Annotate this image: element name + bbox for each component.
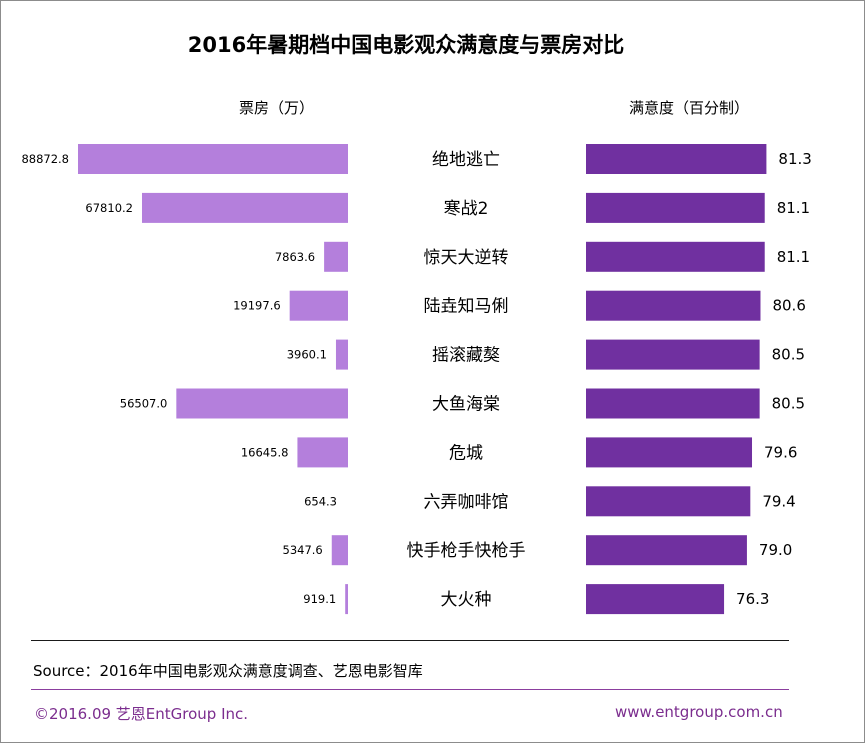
satisfaction-bar bbox=[586, 192, 765, 223]
copyright-text: ©2016.09 艺恩EntGroup Inc. bbox=[34, 705, 249, 723]
source-divider bbox=[31, 640, 789, 641]
chart-title: 2016年暑期档中国电影观众满意度与票房对比 bbox=[187, 33, 625, 57]
box-office-bar bbox=[297, 437, 348, 468]
box-office-value-label: 19197.6 bbox=[233, 299, 281, 313]
movie-name-label: 惊天大逆转 bbox=[424, 248, 509, 268]
satisfaction-bar bbox=[586, 388, 760, 419]
movie-name-label: 大火种 bbox=[441, 590, 492, 610]
movie-name-label: 摇滚藏獒 bbox=[432, 346, 500, 366]
satisfaction-header: 满意度（百分制） bbox=[629, 99, 750, 117]
box-office-bar bbox=[141, 192, 348, 223]
satisfaction-bar bbox=[586, 144, 767, 174]
box-office-value-label: 56507.0 bbox=[120, 397, 168, 411]
satisfaction-value-label: 81.1 bbox=[777, 199, 810, 217]
box-office-bar bbox=[176, 388, 348, 419]
box-office-bar bbox=[331, 535, 348, 566]
movie-name-label: 大鱼海棠 bbox=[432, 395, 500, 415]
movie-name-label: 危城 bbox=[449, 443, 483, 463]
box-office-bar bbox=[78, 144, 348, 174]
footer-divider bbox=[31, 689, 789, 690]
movie-name-label: 寒战2 bbox=[444, 199, 489, 219]
satisfaction-bar bbox=[586, 339, 760, 370]
box-office-value-label: 654.3 bbox=[304, 494, 337, 508]
box-office-value-label: 5347.6 bbox=[283, 543, 323, 557]
satisfaction-value-label: 80.5 bbox=[772, 346, 805, 364]
box-office-value-label: 7863.6 bbox=[275, 250, 315, 264]
satisfaction-value-label: 79.4 bbox=[762, 492, 795, 510]
movie-name-label: 六弄咖啡馆 bbox=[424, 492, 509, 512]
satisfaction-bar bbox=[586, 437, 753, 468]
box-office-bar bbox=[335, 339, 348, 370]
box-office-value-label: 67810.2 bbox=[85, 201, 133, 215]
box-office-value-label: 3960.1 bbox=[287, 348, 327, 362]
box-office-header: 票房（万） bbox=[239, 99, 315, 117]
satisfaction-bar bbox=[586, 535, 747, 566]
satisfaction-value-label: 80.6 bbox=[772, 297, 805, 315]
satisfaction-bar bbox=[586, 241, 765, 272]
satisfaction-value-label: 79.0 bbox=[759, 541, 792, 559]
satisfaction-bar bbox=[586, 486, 751, 517]
movie-name-label: 陆垚知马俐 bbox=[424, 297, 509, 317]
satisfaction-bar bbox=[586, 584, 725, 615]
website-link[interactable]: www.entgroup.com.cn bbox=[615, 703, 783, 721]
butterfly-bar-chart: 88872.8 绝地逃亡 81.3 67810.2 寒战2 81.1 7863.6 惊天大逆转… bbox=[21, 144, 812, 615]
box-office-value-label: 919.1 bbox=[303, 592, 336, 606]
movie-name-label: 快手枪手快枪手 bbox=[407, 541, 526, 561]
box-office-bar bbox=[324, 241, 348, 272]
satisfaction-value-label: 76.3 bbox=[736, 590, 769, 608]
satisfaction-value-label: 81.1 bbox=[777, 248, 810, 266]
source-note: Source：2016年中国电影观众满意度调查、艺恩电影智库 bbox=[33, 662, 423, 680]
satisfaction-value-label: 79.6 bbox=[764, 443, 797, 461]
satisfaction-bar bbox=[586, 290, 761, 321]
satisfaction-value-label: 80.5 bbox=[772, 395, 805, 413]
movie-name-label: 绝地逃亡 bbox=[432, 150, 500, 170]
box-office-value-label: 88872.8 bbox=[21, 152, 69, 166]
satisfaction-value-label: 81.3 bbox=[778, 150, 811, 168]
box-office-value-label: 16645.8 bbox=[241, 445, 289, 459]
box-office-bar bbox=[289, 290, 348, 321]
box-office-bar bbox=[345, 584, 348, 615]
